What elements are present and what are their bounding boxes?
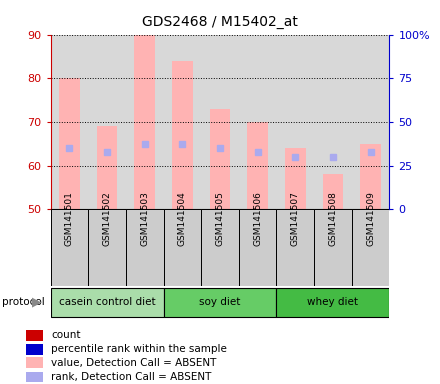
Bar — [59, 78, 80, 209]
Bar — [26, 371, 43, 382]
Bar — [285, 148, 306, 209]
Text: value, Detection Call = ABSENT: value, Detection Call = ABSENT — [51, 358, 216, 367]
Text: soy diet: soy diet — [199, 297, 241, 307]
Text: protocol: protocol — [2, 297, 45, 307]
Text: casein control diet: casein control diet — [59, 297, 155, 307]
Text: GSM141502: GSM141502 — [103, 191, 112, 246]
Text: GSM141504: GSM141504 — [178, 191, 187, 246]
Bar — [97, 126, 117, 209]
Bar — [360, 144, 381, 209]
Text: GSM141506: GSM141506 — [253, 191, 262, 246]
Bar — [26, 344, 43, 355]
Bar — [247, 122, 268, 209]
Text: GSM141507: GSM141507 — [291, 191, 300, 246]
Text: GSM141503: GSM141503 — [140, 191, 149, 246]
Bar — [209, 109, 231, 209]
Text: count: count — [51, 330, 81, 340]
Title: GDS2468 / M15402_at: GDS2468 / M15402_at — [142, 15, 298, 29]
Bar — [164, 288, 276, 317]
Bar — [172, 61, 193, 209]
Bar — [323, 174, 343, 209]
Text: GSM141508: GSM141508 — [328, 191, 337, 246]
Bar — [276, 288, 389, 317]
Text: GSM141501: GSM141501 — [65, 191, 74, 246]
Text: ▶: ▶ — [32, 295, 41, 308]
Bar — [26, 357, 43, 368]
Bar — [276, 209, 314, 286]
Text: rank, Detection Call = ABSENT: rank, Detection Call = ABSENT — [51, 372, 212, 382]
Bar — [88, 209, 126, 286]
Bar — [239, 209, 276, 286]
Bar — [352, 209, 389, 286]
Bar — [26, 330, 43, 341]
Bar — [51, 288, 164, 317]
Bar — [164, 209, 201, 286]
Bar — [314, 209, 352, 286]
Text: whey diet: whey diet — [308, 297, 359, 307]
Bar — [134, 35, 155, 209]
Bar — [201, 209, 239, 286]
Bar — [126, 209, 164, 286]
Text: GSM141505: GSM141505 — [216, 191, 224, 246]
Bar — [51, 209, 88, 286]
Text: GSM141509: GSM141509 — [366, 191, 375, 246]
Text: percentile rank within the sample: percentile rank within the sample — [51, 344, 227, 354]
